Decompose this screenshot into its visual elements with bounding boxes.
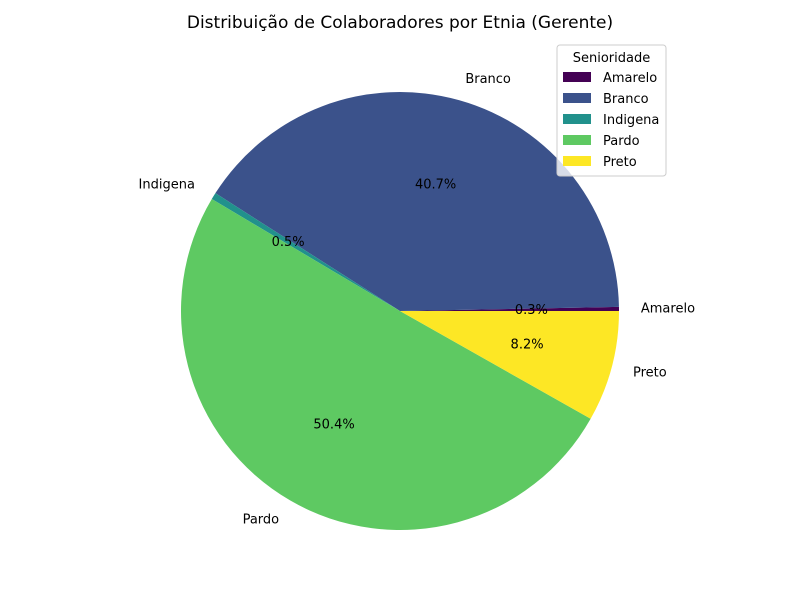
slice-label-branco: Branco bbox=[465, 72, 511, 87]
legend-swatch-branco bbox=[563, 93, 591, 103]
pie-slice-branco bbox=[215, 92, 619, 311]
legend-label-amarelo: Amarelo bbox=[603, 71, 657, 86]
legend-swatch-indigena bbox=[563, 114, 591, 124]
legend-label-indigena: Indigena bbox=[603, 113, 659, 128]
pie-slice-indigena bbox=[211, 193, 400, 311]
slice-label-amarelo: Amarelo bbox=[641, 302, 695, 317]
slice-pct-branco: 40.7% bbox=[415, 178, 456, 193]
legend: Senioridade Amarelo Branco Indigena Pardo Pre… bbox=[556, 44, 667, 177]
slice-pct-indigena: 0.5% bbox=[272, 235, 305, 250]
pie-slices bbox=[180, 92, 619, 531]
slice-label-indigena: Indigena bbox=[139, 178, 195, 193]
legend-label-preto: Preto bbox=[603, 155, 637, 170]
legend-title: Senioridade bbox=[573, 51, 650, 66]
pie-labels: Amarelo 0.3% Branco 40.7% Indigena 0.5% Pardo 5… bbox=[139, 72, 696, 527]
legend-swatch-amarelo bbox=[563, 72, 591, 82]
legend-swatch-pardo bbox=[563, 135, 591, 145]
slice-pct-amarelo: 0.3% bbox=[515, 303, 548, 318]
slice-pct-pardo: 50.4% bbox=[313, 418, 354, 433]
legend-label-pardo: Pardo bbox=[603, 134, 640, 149]
slice-pct-preto: 8.2% bbox=[511, 337, 544, 352]
slice-label-preto: Preto bbox=[633, 365, 667, 380]
pie-slice-amarelo bbox=[400, 306, 619, 311]
legend-swatch-preto bbox=[563, 156, 591, 166]
slice-label-pardo: Pardo bbox=[243, 512, 280, 527]
legend-label-branco: Branco bbox=[603, 92, 649, 107]
chart-title: Distribuição de Colaboradores por Etnia … bbox=[187, 13, 613, 33]
pie-slice-preto bbox=[400, 311, 619, 419]
pie-slice-pardo bbox=[180, 199, 591, 531]
